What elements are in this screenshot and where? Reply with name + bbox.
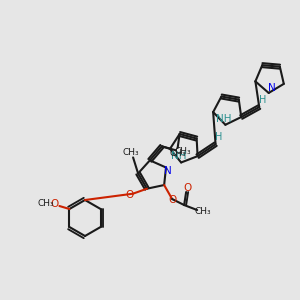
Text: CH₃: CH₃ xyxy=(175,147,191,156)
Text: CH₃: CH₃ xyxy=(123,148,140,157)
Text: CH₃: CH₃ xyxy=(37,200,54,208)
Text: CH₃: CH₃ xyxy=(169,149,186,158)
Text: N: N xyxy=(164,166,172,176)
Text: CH₃: CH₃ xyxy=(195,206,212,215)
Text: H: H xyxy=(259,95,266,105)
Text: O: O xyxy=(168,195,176,205)
Text: O: O xyxy=(183,183,191,193)
Text: O: O xyxy=(126,190,134,200)
Text: NH: NH xyxy=(171,152,187,161)
Text: H: H xyxy=(215,132,222,142)
Text: N: N xyxy=(268,83,276,93)
Text: NH: NH xyxy=(216,114,231,124)
Text: O: O xyxy=(50,199,59,209)
